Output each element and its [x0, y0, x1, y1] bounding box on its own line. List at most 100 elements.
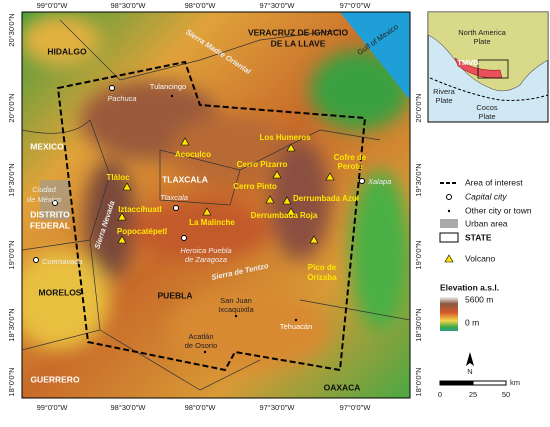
- state-label: VERACRUZ DE IGNACIO: [248, 27, 349, 37]
- volcano-label: Derrumbada Azul: [293, 194, 359, 203]
- legend-label: Volcano: [465, 253, 496, 263]
- lat-label: 19°30'0"N: [414, 163, 423, 196]
- inset-label: TMVB: [457, 58, 479, 67]
- volcano-label: Pico de: [308, 263, 337, 272]
- city-marker: [170, 94, 174, 98]
- volcano-label: La Malinche: [189, 218, 235, 227]
- lon-label: 99°0'0"W: [37, 403, 69, 412]
- volcano-label: Orizaba: [307, 273, 337, 282]
- volcano-label: Cerro Pinto: [233, 182, 277, 191]
- scale-unit: km: [510, 378, 520, 387]
- legend: Area of interest Capital city Other city…: [439, 177, 532, 331]
- city-label: Acatlán: [188, 332, 213, 341]
- lat-label: 20°0'0"N: [414, 93, 423, 122]
- state-label: GUERRERO: [30, 374, 80, 384]
- city-marker: [294, 318, 298, 322]
- city-label: Pachuca: [107, 94, 136, 103]
- volcano-marker: [282, 196, 292, 205]
- plate-label: Plate: [478, 112, 495, 121]
- legend-label: Capital city: [465, 191, 507, 201]
- plate-label: Plate: [473, 37, 490, 46]
- lon-label: 98°0'0"W: [185, 1, 217, 10]
- volcano-label: Los Humeros: [259, 133, 311, 142]
- volcano-marker: [180, 137, 190, 146]
- city-label: Tulancingo: [150, 82, 186, 91]
- city-marker: [203, 350, 207, 354]
- city-label: Tlaxcala: [160, 193, 188, 202]
- plate-label: Rivera: [433, 87, 456, 96]
- volcano-marker: [122, 182, 132, 191]
- state-labels: HIDALGO VERACRUZ DE IGNACIO DE LA LLAVE …: [30, 27, 360, 392]
- lat-label: 19°0'0"N: [414, 240, 423, 269]
- lon-label: 97°30'0"W: [259, 1, 295, 10]
- volcanoes: [117, 137, 335, 244]
- scale-label: 0: [438, 390, 442, 399]
- state-label: MORELOS: [39, 287, 82, 297]
- plate-label: North America: [458, 28, 506, 37]
- map-frame: [21, 11, 411, 399]
- volcano-marker: [286, 143, 296, 152]
- lon-label: 97°0'0"W: [340, 1, 372, 10]
- volcano-marker: [265, 195, 275, 204]
- capital-marker: [109, 85, 115, 91]
- volcano-label: Tláloc: [106, 173, 130, 182]
- lon-label: 99°0'0"W: [37, 1, 69, 10]
- lat-label: 19°30'0"N: [7, 163, 16, 196]
- state-label: OAXACA: [324, 382, 361, 392]
- lat-label: 18°30'0"N: [7, 308, 16, 341]
- lon-label: 98°30'0"W: [110, 1, 146, 10]
- capital-marker: [359, 178, 365, 184]
- lon-label: 98°0'0"W: [185, 403, 217, 412]
- legend-label: STATE: [465, 232, 492, 242]
- legend-label: 0 m: [465, 317, 479, 327]
- state-label: TLAXCALA: [162, 174, 208, 184]
- volcano-label: Iztaccíhuatl: [118, 205, 162, 214]
- lat-label: 20°30'0"N: [7, 13, 16, 46]
- city-label: Xalapa: [367, 177, 391, 186]
- lon-label: 98°30'0"W: [110, 403, 146, 412]
- north-label: N: [467, 367, 472, 376]
- legend-swatch: [439, 232, 459, 243]
- volcano-marker: [117, 212, 127, 221]
- lon-label: 97°0'0"W: [340, 403, 372, 412]
- lat-label: 19°0'0"N: [7, 240, 16, 269]
- city-label: de México: [27, 195, 61, 204]
- legend-label: Other city or town: [465, 205, 532, 215]
- volcano-marker: [325, 172, 335, 181]
- city-label: Ixcaquixtla: [218, 305, 254, 314]
- terrain: [22, 12, 410, 398]
- legend-swatch: [444, 254, 454, 263]
- city-marker: [234, 314, 238, 318]
- state-label: DISTRITO: [30, 209, 70, 219]
- legend-swatch: [440, 219, 458, 228]
- volcano-label: Popocatépetl: [117, 227, 167, 236]
- area-of-interest: [56, 60, 367, 372]
- state-label: DE LA LLAVE: [271, 38, 326, 48]
- legend-title: Elevation a.s.l.: [440, 282, 499, 292]
- lat-label: 18°0'0"N: [7, 367, 16, 396]
- volcano-marker: [309, 235, 319, 244]
- inset-map: North America Plate TMVB Rivera Plate Co…: [427, 11, 549, 123]
- volcano-labels: Acoculco Los Humeros Cerro Pizarro Cofre…: [106, 133, 366, 282]
- lat-label: 18°0'0"N: [414, 367, 423, 396]
- volcano-label: Acoculco: [175, 150, 211, 159]
- city-label: San Juan: [220, 296, 252, 305]
- capital-marker: [173, 205, 179, 211]
- legend-label: Urban area: [465, 218, 508, 228]
- state-label: MEXICO: [30, 141, 64, 151]
- volcano-label: Perote: [338, 162, 363, 171]
- volcano-label: Derrumbada Roja: [251, 211, 318, 220]
- scale-bar: 0 25 50 km: [438, 378, 520, 399]
- volcano-marker: [286, 207, 296, 216]
- city-label: de Zaragoza: [185, 255, 227, 264]
- volcano-marker: [272, 170, 282, 179]
- elevation-bar: [440, 297, 458, 331]
- volcano-label: Cofre de: [334, 153, 367, 162]
- legend-label: 5600 m: [465, 294, 493, 304]
- capital-marker: [33, 257, 39, 263]
- state-label: PUEBLA: [158, 290, 193, 300]
- capital-marker: [181, 235, 187, 241]
- coordinates: 99°0'0"W 98°30'0"W 98°0'0"W 97°30'0"W 97…: [7, 1, 423, 412]
- city-label: Tehuacán: [280, 322, 313, 331]
